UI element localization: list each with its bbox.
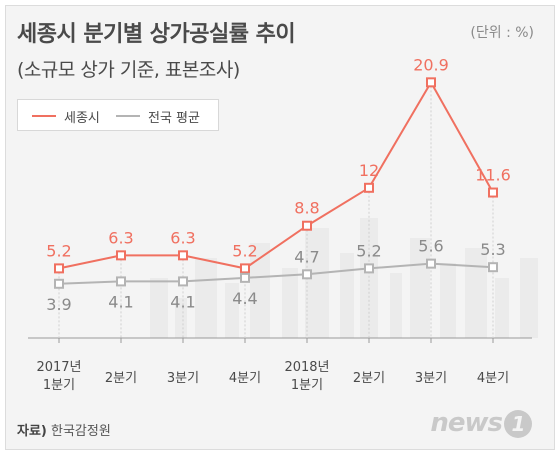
data-label-sejong: 8.8 <box>294 199 319 218</box>
x-tick-label: 4분기 <box>477 371 509 386</box>
skyline-building <box>250 243 270 338</box>
skyline-building <box>520 258 538 338</box>
point-national <box>488 262 498 273</box>
legend-swatch-sejong <box>32 115 56 117</box>
skyline-building <box>225 283 239 338</box>
point-national <box>178 276 188 287</box>
x-tick-label: 3분기 <box>415 371 447 386</box>
news1-logo: news 1 <box>430 408 532 438</box>
x-tick-label: 2분기 <box>105 371 137 386</box>
logo-badge: 1 <box>504 409 532 438</box>
legend: 세종시 전국 평균 <box>17 99 219 131</box>
source-note: 자료) 한국감정원 <box>17 420 111 439</box>
point-sejong <box>178 250 188 261</box>
x-tick-label: 4분기 <box>229 371 261 386</box>
skyline-building <box>305 228 329 338</box>
data-label-national: 4.4 <box>232 289 257 308</box>
point-national <box>364 263 374 274</box>
series-line-sejong <box>58 80 494 270</box>
skyline-building <box>440 263 456 338</box>
point-sejong <box>240 263 250 274</box>
x-tick-label: 2분기 <box>353 371 385 386</box>
skyline-building <box>150 278 168 338</box>
skyline-building <box>360 218 378 338</box>
point-sejong <box>488 187 498 198</box>
skyline-building <box>175 298 187 338</box>
data-label-national: 5.2 <box>356 241 381 260</box>
skyline-building <box>282 268 298 338</box>
series-line-national <box>58 262 494 285</box>
data-label-sejong: 12 <box>359 161 379 180</box>
skyline-building <box>340 253 354 338</box>
point-national <box>54 278 64 289</box>
logo-text: news <box>430 408 503 438</box>
x-tick-label: 2017년 1분기 <box>36 360 81 393</box>
x-tick-label: 3분기 <box>167 371 199 386</box>
skyline-building <box>410 238 430 338</box>
legend-swatch-national <box>116 115 140 117</box>
data-label-sejong: 5.2 <box>46 241 71 260</box>
data-label-national: 5.6 <box>418 237 443 256</box>
skyline-building <box>495 278 509 338</box>
chart-frame <box>5 5 555 450</box>
data-label-sejong: 11.6 <box>475 166 511 185</box>
point-sejong <box>302 220 312 231</box>
chart-title: 세종시 분기별 상가공실률 추이 <box>17 22 296 47</box>
skyline-building <box>195 258 217 338</box>
point-national <box>240 272 250 283</box>
skyline-building <box>390 273 402 338</box>
source-label: 자료) <box>17 424 47 439</box>
point-national <box>116 276 126 287</box>
data-label-national: 4.1 <box>170 292 195 311</box>
point-sejong <box>364 182 374 193</box>
source-text: 한국감정원 <box>51 424 111 439</box>
data-label-sejong: 20.9 <box>413 55 449 74</box>
x-tick-label: 2018년 1분기 <box>284 360 329 393</box>
point-sejong <box>426 77 436 88</box>
data-label-national: 4.7 <box>294 247 319 266</box>
legend-label-national: 전국 평균 <box>148 111 200 126</box>
unit-label: (단위 : %) <box>470 25 534 41</box>
skyline-building <box>465 248 487 338</box>
data-label-national: 4.1 <box>108 292 133 311</box>
point-sejong <box>116 250 126 261</box>
data-label-national: 5.3 <box>480 240 505 259</box>
point-national <box>426 258 436 269</box>
chart-subtitle: (소규모 상가 기준, 표본조사) <box>17 59 240 81</box>
data-label-sejong: 6.3 <box>170 228 195 247</box>
legend-label-sejong: 세종시 <box>64 111 100 126</box>
data-label-sejong: 5.2 <box>232 241 257 260</box>
point-sejong <box>54 263 64 274</box>
data-label-national: 3.9 <box>46 295 71 314</box>
data-label-sejong: 6.3 <box>108 228 133 247</box>
point-national <box>302 269 312 280</box>
